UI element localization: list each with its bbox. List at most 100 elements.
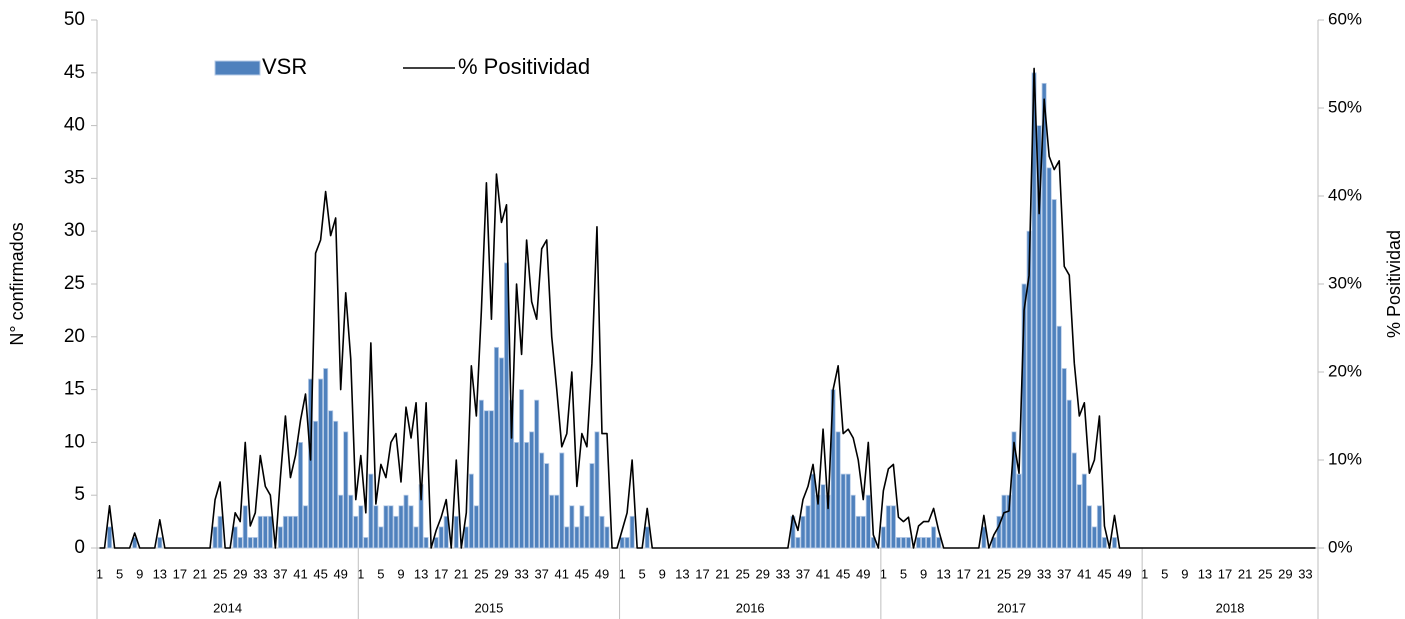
y-tick-label: 35 [64, 167, 85, 188]
bar [423, 537, 429, 549]
bar [338, 494, 344, 549]
bar [247, 537, 253, 549]
y-tick-label: 15 [64, 379, 85, 400]
bar [353, 515, 359, 549]
bar [328, 410, 334, 549]
y2-tick-label: 60% [1328, 9, 1362, 28]
bar [900, 537, 906, 549]
bar [564, 526, 570, 549]
bar [1011, 431, 1017, 549]
y-tick-label: 20 [64, 326, 85, 347]
y-axis-title: N° confirmados [7, 222, 27, 345]
bar [594, 431, 600, 549]
x-tick-label: 21 [454, 566, 468, 581]
bar [850, 494, 856, 549]
bar [890, 505, 896, 549]
bar [1046, 167, 1052, 549]
bar [810, 473, 816, 549]
y-tick-label: 0 [74, 537, 85, 558]
x-tick-label: 5 [377, 566, 384, 581]
bar [242, 505, 248, 549]
x-tick-label: 37 [1057, 566, 1071, 581]
bar [880, 526, 886, 549]
bar [282, 515, 288, 549]
x-tick-label: 33 [253, 566, 267, 581]
x-tick-label: 21 [193, 566, 207, 581]
group-label: 2016 [736, 600, 765, 615]
x-tick-label: 13 [675, 566, 689, 581]
x-tick-label: 45 [575, 566, 589, 581]
bar [413, 526, 419, 549]
bar [262, 515, 268, 549]
bar [393, 515, 399, 549]
y-tick-label: 30 [64, 220, 85, 241]
x-tick-label: 17 [173, 566, 187, 581]
bar [1016, 473, 1022, 549]
x-tick-label: 9 [920, 566, 927, 581]
x-tick-label: 13 [1198, 566, 1212, 581]
bar [624, 537, 630, 549]
bar [554, 494, 560, 549]
bar [483, 410, 489, 549]
y2-tick-label: 50% [1328, 97, 1362, 116]
bar [308, 378, 314, 549]
x-tick-label: 1 [880, 566, 887, 581]
bar [1101, 537, 1107, 549]
x-tick-label: 29 [756, 566, 770, 581]
x-tick-label: 49 [856, 566, 870, 581]
x-tick-label: 5 [1161, 566, 1168, 581]
bar [991, 537, 997, 549]
bar [534, 399, 540, 549]
bar [1081, 473, 1087, 549]
legend-swatch [214, 60, 261, 76]
bar [1076, 484, 1082, 549]
x-tick-label: 33 [1037, 566, 1051, 581]
bar [1026, 230, 1032, 549]
bar [463, 526, 469, 549]
group-label: 2017 [997, 600, 1026, 615]
bar [1056, 325, 1062, 549]
bar [544, 463, 550, 549]
bar [820, 484, 826, 549]
x-tick-label: 33 [514, 566, 528, 581]
bar [313, 420, 319, 549]
bar [921, 537, 927, 549]
legend-label: VSR [262, 54, 307, 79]
bar [157, 537, 163, 549]
bar [303, 505, 309, 549]
x-tick-label: 41 [293, 566, 307, 581]
bar [1006, 494, 1012, 549]
y2-tick-label: 0% [1328, 537, 1353, 556]
bar [132, 537, 138, 549]
x-tick-label: 41 [816, 566, 830, 581]
bar [895, 537, 901, 549]
bar [443, 515, 449, 549]
bar [529, 431, 535, 549]
bar [845, 473, 851, 549]
x-tick-label: 21 [977, 566, 991, 581]
bar [252, 537, 258, 549]
bar [333, 420, 339, 549]
line [99, 67, 1316, 549]
bar [996, 515, 1002, 549]
x-tick-label: 29 [1278, 566, 1292, 581]
bar [368, 473, 374, 549]
bar [860, 515, 866, 549]
x-tick-label: 1 [96, 566, 103, 581]
bar [1001, 494, 1007, 549]
x-tick-label: 49 [595, 566, 609, 581]
group-label: 2018 [1216, 600, 1245, 615]
bar [1111, 537, 1118, 549]
y-tick-label: 45 [64, 62, 85, 83]
bar [1086, 505, 1092, 549]
bar [493, 346, 499, 549]
group-label: 2014 [213, 600, 242, 615]
y2-axis-title: % Positividad [1384, 230, 1404, 338]
x-tick-label: 45 [1097, 566, 1111, 581]
y-tick-label: 25 [64, 273, 85, 294]
bar [373, 505, 379, 549]
bar [835, 431, 841, 549]
bar [343, 431, 349, 549]
x-tick-label: 5 [900, 566, 907, 581]
bar [1061, 368, 1067, 549]
